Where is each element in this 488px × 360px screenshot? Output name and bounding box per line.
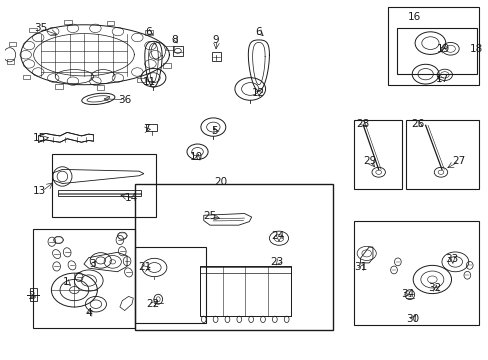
Text: 25: 25	[203, 211, 216, 221]
Bar	[55, 84, 62, 89]
Text: 11: 11	[142, 77, 156, 87]
Bar	[9, 42, 17, 46]
Text: 26: 26	[410, 118, 424, 129]
Bar	[387, 7, 478, 85]
Text: 14: 14	[125, 193, 138, 203]
Text: 13: 13	[33, 186, 46, 195]
Bar	[163, 63, 170, 68]
Text: 33: 33	[444, 255, 457, 264]
Bar	[353, 120, 401, 189]
Text: 16: 16	[407, 12, 420, 22]
Bar	[96, 85, 104, 90]
Text: 18: 18	[469, 45, 483, 54]
Bar	[29, 27, 37, 32]
Text: 6: 6	[145, 27, 152, 37]
Text: 15: 15	[33, 133, 46, 143]
Text: 2: 2	[28, 291, 35, 301]
Bar	[353, 221, 478, 325]
Bar	[64, 20, 72, 24]
Bar	[22, 75, 30, 79]
Text: 21: 21	[138, 262, 151, 273]
Text: 27: 27	[451, 156, 465, 166]
Text: 23: 23	[270, 257, 283, 267]
Text: 12: 12	[252, 87, 265, 98]
Text: 22: 22	[145, 299, 159, 309]
Text: 31: 31	[353, 262, 366, 273]
Bar	[106, 21, 114, 25]
Text: 30: 30	[405, 314, 418, 324]
Bar	[6, 59, 14, 63]
Bar	[406, 120, 478, 189]
Text: 8: 8	[171, 35, 178, 45]
Bar	[146, 124, 157, 131]
Bar	[211, 52, 220, 61]
Text: 7: 7	[142, 124, 149, 134]
Text: 35: 35	[34, 23, 47, 33]
Text: 19: 19	[436, 45, 449, 54]
Bar	[58, 189, 141, 196]
Text: 24: 24	[271, 231, 284, 242]
Text: 36: 36	[118, 95, 131, 104]
Bar	[135, 247, 206, 323]
Text: 3: 3	[89, 259, 95, 269]
Text: 32: 32	[427, 283, 441, 293]
Text: 29: 29	[363, 156, 376, 166]
Text: 20: 20	[214, 177, 226, 187]
Text: 10: 10	[190, 152, 203, 162]
Bar	[33, 229, 135, 328]
Text: 34: 34	[400, 289, 413, 298]
Text: 17: 17	[434, 75, 447, 85]
Text: 5: 5	[211, 126, 218, 136]
Bar	[135, 184, 332, 330]
Bar	[52, 154, 156, 217]
Bar	[200, 267, 290, 274]
Text: 6: 6	[255, 27, 262, 37]
Text: 28: 28	[356, 118, 369, 129]
Bar	[144, 31, 152, 35]
Text: 9: 9	[212, 35, 219, 45]
Bar	[137, 78, 144, 82]
Bar	[396, 28, 476, 74]
Bar	[166, 46, 174, 50]
Bar	[172, 46, 183, 56]
Text: 4: 4	[85, 309, 92, 318]
Text: 1: 1	[63, 276, 69, 287]
Bar	[30, 288, 37, 301]
Bar	[200, 266, 290, 316]
